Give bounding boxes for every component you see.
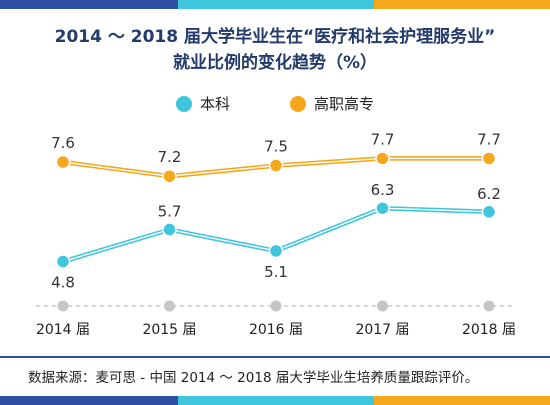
x-axis-tick-dot [377, 300, 388, 312]
legend-marker-undergraduate [175, 95, 192, 112]
legend-label-vocational: 高职高专 [314, 95, 375, 113]
series-point-1 [55, 154, 71, 170]
series-data-label-1: 7.5 [264, 138, 288, 156]
x-axis-tick-label: 2014 届 [36, 322, 90, 338]
series-data-label-0: 6.3 [371, 181, 395, 199]
bottom-color-bar [0, 396, 550, 405]
legend-item-vocational: 高职高专 [290, 93, 374, 114]
series-data-label-1: 7.7 [477, 130, 501, 148]
x-axis-tick-dot [164, 300, 175, 312]
x-axis-tick-dot [270, 300, 282, 312]
series-data-label-0: 5.7 [158, 203, 182, 221]
series-data-label-0: 6.2 [477, 185, 501, 203]
series-data-label-0: 5.1 [264, 263, 288, 281]
series-point-0 [481, 204, 497, 220]
series-point-1 [375, 151, 390, 166]
legend-item-undergraduate: 本科 [175, 93, 230, 114]
top-bar-cyan [178, 0, 374, 9]
series-point-0 [162, 222, 177, 237]
series-data-label-1: 7.7 [371, 130, 395, 148]
legend-marker-vocational [290, 95, 306, 112]
top-bar-orange [374, 0, 550, 9]
legend-label-undergraduate: 本科 [199, 95, 230, 113]
bottom-bar-blue [0, 396, 178, 405]
series-point-1 [162, 168, 177, 184]
chart-title: 2014 ～ 2018 届大学毕业生在“医疗和社会护理服务业” 就业比例的变化趋… [0, 24, 550, 76]
series-data-label-0: 4.8 [51, 274, 75, 292]
x-axis-tick-label: 2018 届 [462, 322, 516, 338]
source-divider [0, 356, 550, 358]
top-bar-blue [0, 0, 178, 9]
chart-title-line-2: 就业比例的变化趋势（%） [172, 53, 378, 73]
x-axis-tick-label: 2016 届 [249, 322, 303, 338]
series-point-0 [55, 254, 71, 269]
x-axis-tick-dot [483, 300, 495, 312]
top-color-bar [0, 0, 550, 9]
series-point-0 [268, 243, 284, 259]
series-point-0 [375, 200, 390, 216]
bottom-bar-cyan [178, 396, 374, 405]
source-note: 数据来源：麦可思 - 中国 2014 ～ 2018 届大学毕业生培养质量跟踪评价… [28, 370, 479, 386]
x-axis-tick-label: 2015 届 [142, 322, 196, 338]
chart-legend: 本科 高职高专 [0, 93, 550, 114]
x-axis-tick-label: 2017 届 [355, 322, 409, 338]
series-point-1 [481, 151, 497, 166]
series-data-label-1: 7.2 [158, 148, 182, 166]
chart-title-line-1: 2014 ～ 2018 届大学毕业生在“医疗和社会护理服务业” [54, 27, 496, 47]
series-point-1 [268, 158, 284, 173]
x-axis-tick-dot [57, 300, 69, 312]
series-data-label-1: 7.6 [51, 134, 75, 152]
bottom-bar-orange [374, 396, 550, 405]
